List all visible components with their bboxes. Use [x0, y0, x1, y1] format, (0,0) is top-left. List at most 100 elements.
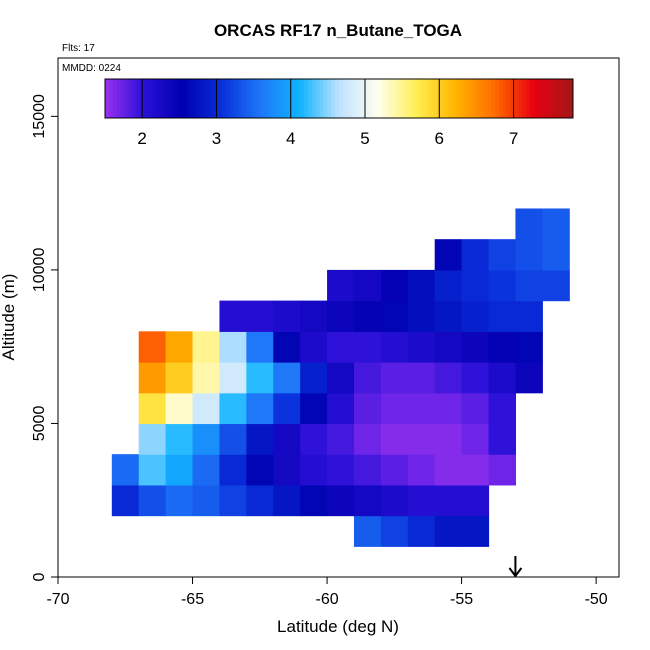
heat-cell: [353, 515, 382, 547]
heat-cell: [488, 269, 517, 302]
heat-cell: [246, 454, 274, 486]
colorbar-swatch: [471, 79, 476, 118]
heat-cell: [246, 484, 274, 517]
colorbar-swatch: [346, 79, 352, 118]
colorbar-swatch: [569, 79, 574, 118]
colorbar-swatch: [132, 79, 137, 118]
heat-cell: [138, 484, 167, 517]
colorbar-swatch: [319, 79, 324, 118]
heat-cell: [273, 423, 301, 455]
heat-cell: [353, 484, 382, 517]
colorbar-swatch: [358, 79, 363, 118]
colorbar-swatch: [257, 79, 262, 118]
colorbar-swatch: [374, 79, 379, 118]
heat-cell: [300, 423, 328, 455]
colorbar-swatch: [409, 79, 414, 118]
y-axis-label: Altitude (m): [0, 274, 18, 361]
heat-cell: [407, 423, 436, 455]
heat-cell: [380, 331, 409, 363]
heat-cell: [488, 300, 517, 332]
colorbar-swatch: [206, 79, 211, 118]
heat-cell: [461, 454, 490, 486]
x-tick-label: -60: [316, 591, 339, 608]
colorbar-swatch: [381, 79, 387, 118]
colorbar-tick-label: 5: [360, 129, 369, 148]
heat-cell: [380, 515, 409, 547]
colorbar-swatch: [444, 79, 449, 118]
colorbar-swatch: [233, 79, 239, 118]
colorbar-swatch: [432, 79, 437, 118]
heat-cell: [300, 300, 328, 332]
heat-cell: [515, 208, 543, 240]
colorbar-swatch: [397, 79, 402, 118]
colorbar-swatch: [495, 79, 500, 118]
colorbar-swatch: [456, 79, 461, 118]
colorbar-swatch: [561, 79, 566, 118]
colorbar-swatch: [420, 79, 426, 118]
heat-cell: [273, 331, 301, 363]
heat-cell: [434, 515, 463, 547]
colorbar-swatch: [537, 79, 543, 118]
colorbar-swatch: [315, 79, 320, 118]
heat-cell: [515, 362, 543, 394]
y-tick-label: 0: [31, 572, 48, 581]
heat-cell: [165, 484, 194, 517]
heat-cell: [138, 454, 167, 486]
heat-cell: [407, 392, 436, 425]
colorbar-swatch: [413, 79, 418, 118]
heat-cell: [138, 423, 167, 455]
heat-cell: [300, 331, 328, 363]
heat-cell: [434, 484, 463, 517]
colorbar-swatch: [183, 79, 188, 118]
heat-cell: [380, 423, 409, 455]
heat-cell: [219, 331, 247, 363]
colorbar-swatch: [487, 79, 492, 118]
y-tick-label: 5000: [31, 406, 48, 442]
heat-cell: [273, 484, 301, 517]
heat-cell: [488, 331, 517, 363]
heat-cell: [434, 362, 463, 394]
heat-cell: [488, 362, 517, 394]
heat-cell: [353, 392, 382, 425]
heat-cell: [300, 454, 328, 486]
colorbar-swatch: [210, 79, 215, 118]
heat-cell: [353, 331, 382, 363]
heat-cell: [327, 331, 355, 363]
heat-cell: [488, 239, 517, 271]
colorbar-swatch: [116, 79, 122, 118]
colorbar-swatch: [284, 79, 289, 118]
heat-cell: [542, 208, 570, 240]
heat-cell: [138, 362, 167, 394]
heat-cell: [353, 300, 382, 332]
heat-cell: [327, 362, 355, 394]
colorbar-swatch: [179, 79, 184, 118]
colorbar-swatch: [261, 79, 266, 118]
heat-cell: [192, 484, 221, 517]
heat-cell: [542, 269, 570, 302]
colorbar-swatch: [159, 79, 164, 118]
heat-cell: [407, 362, 436, 394]
heat-cell: [192, 362, 221, 394]
colorbar-swatch: [237, 79, 242, 118]
colorbar-swatch: [491, 79, 496, 118]
heat-cell: [380, 300, 409, 332]
x-tick-label: -55: [450, 591, 473, 608]
heat-cell: [138, 392, 167, 425]
heat-cell: [273, 454, 301, 486]
colorbar-swatch: [276, 79, 281, 118]
heat-cell: [192, 454, 221, 486]
colorbar-swatch: [171, 79, 176, 118]
colorbar-swatch: [366, 79, 371, 118]
heat-cell: [461, 239, 490, 271]
heat-cell: [246, 423, 274, 455]
heat-cell: [434, 454, 463, 486]
colorbar-swatch: [112, 79, 118, 118]
heat-cell: [488, 454, 517, 486]
heat-cell: [542, 239, 570, 271]
heat-cell: [165, 362, 194, 394]
marker-arrow: [508, 556, 523, 578]
heat-cell: [380, 269, 409, 302]
colorbar-swatch: [108, 79, 114, 118]
colorbar-swatch: [198, 79, 203, 118]
